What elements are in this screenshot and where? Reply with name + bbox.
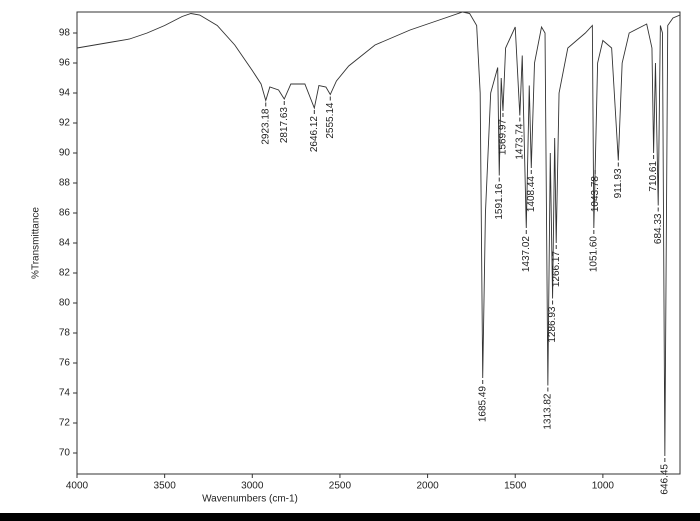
y-tick-label: 90 <box>59 148 71 159</box>
x-tick-label: 3500 <box>154 481 177 492</box>
x-tick-label: 1000 <box>592 481 615 492</box>
peak-label: 1437.02 <box>521 236 532 273</box>
x-tick-label: 2000 <box>416 481 439 492</box>
y-tick-label: 84 <box>59 238 71 249</box>
y-axis-label: %Transmittance <box>31 207 42 279</box>
peak-label: 911.93 <box>613 168 624 198</box>
y-tick-label: 88 <box>59 178 71 189</box>
peak-label: 1043.78 <box>590 176 601 213</box>
peak-label: 1473.74 <box>514 123 525 160</box>
x-tick-label: 3000 <box>241 481 264 492</box>
y-tick-label: 94 <box>59 88 71 99</box>
x-axis-label: Wavenumbers (cm-1) <box>202 494 298 505</box>
peak-label: 646.45 <box>659 464 670 495</box>
peak-label: 1313.82 <box>543 393 554 430</box>
x-tick-label: 2500 <box>329 481 352 492</box>
y-tick-label: 92 <box>59 118 71 129</box>
y-tick-label: 98 <box>59 28 71 39</box>
bottom-bar <box>0 513 700 521</box>
peak-label: 1591.16 <box>494 183 505 220</box>
peak-label: 2923.18 <box>260 108 271 145</box>
y-tick-label: 72 <box>59 418 71 429</box>
y-tick-label: 74 <box>59 388 71 399</box>
peak-label: 2646.12 <box>309 116 320 153</box>
peak-label: 1051.60 <box>588 236 599 273</box>
peak-label: 1408.44 <box>526 176 537 213</box>
peak-label: 1266.17 <box>551 251 562 288</box>
y-tick-label: 70 <box>59 448 71 459</box>
peak-label: 1569.97 <box>498 119 509 156</box>
y-tick-label: 76 <box>59 358 71 369</box>
x-tick-label: 1500 <box>504 481 527 492</box>
y-tick-label: 80 <box>59 298 71 309</box>
peak-label: 1286.93 <box>547 306 558 343</box>
y-tick-label: 96 <box>59 58 71 69</box>
peak-label: 710.61 <box>648 161 659 192</box>
y-tick-label: 82 <box>59 268 71 279</box>
peak-label: 2555.14 <box>325 102 336 139</box>
y-tick-label: 86 <box>59 208 71 219</box>
peak-label: 1685.49 <box>477 386 488 423</box>
peak-label: 684.33 <box>653 213 664 244</box>
x-tick-label: 4000 <box>66 481 89 492</box>
peak-label: 2817.63 <box>279 107 290 144</box>
spectrum-line <box>76 11 681 457</box>
y-tick-label: 78 <box>59 328 71 339</box>
